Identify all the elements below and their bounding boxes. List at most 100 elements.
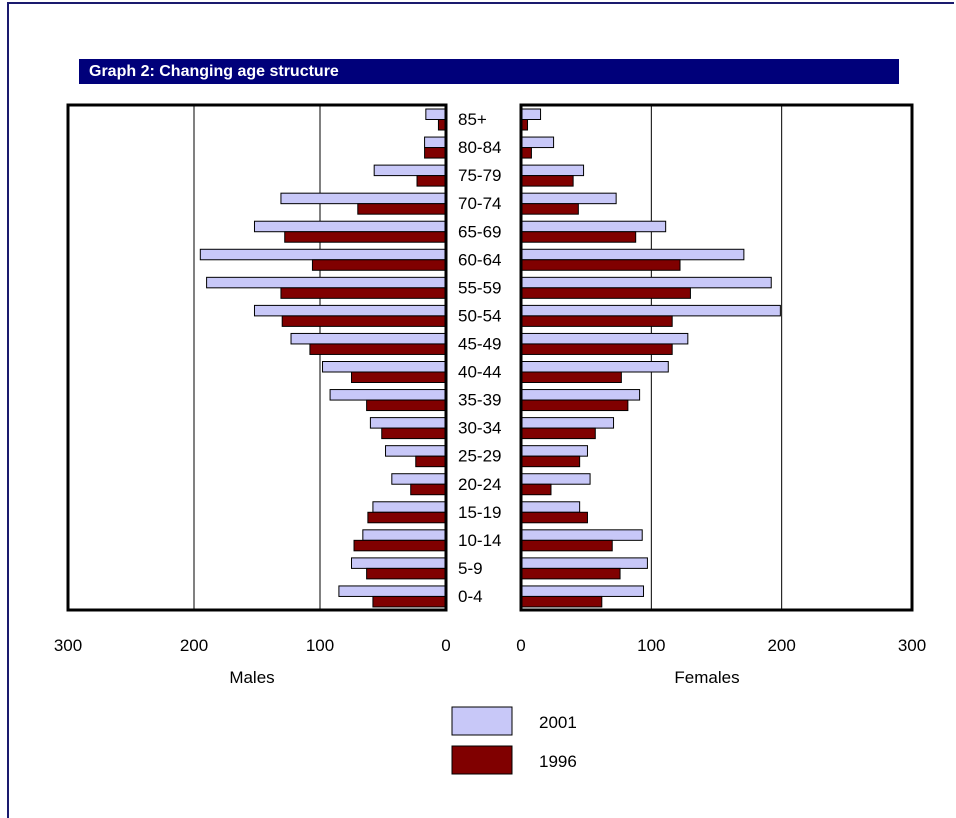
tick-females-300: 300 (898, 636, 926, 655)
bar-males-2001-10-14 (362, 529, 447, 541)
age-label-15-19: 15-19 (458, 503, 501, 522)
bar-females-2001-5-9 (520, 557, 648, 569)
bar-males-1996-45-49 (309, 343, 447, 355)
bar-females-1996-55-59 (520, 287, 691, 299)
bar-females-2001-50-54 (520, 304, 781, 317)
bar-females-1996-35-39 (520, 399, 629, 412)
bar-females-2001-0-4 (520, 585, 645, 597)
bar-males-1996-35-39 (366, 399, 447, 412)
age-label-20-24: 20-24 (458, 475, 501, 494)
tick-males-300: 300 (54, 636, 82, 655)
age-label-45-49: 45-49 (458, 334, 501, 353)
bar-females-1996-30-34 (520, 427, 596, 440)
chart-title: Graph 2: Changing age structure (79, 59, 899, 84)
bar-females-2001-40-44 (520, 361, 669, 373)
bar-males-1996-30-34 (381, 427, 447, 440)
tick-males-200: 200 (180, 636, 208, 655)
bars (199, 108, 781, 608)
bar-females-2001-70-74 (520, 192, 617, 205)
tick-females-200: 200 (767, 636, 795, 655)
age-label-50-54: 50-54 (458, 306, 501, 325)
bar-males-1996-0-4 (372, 595, 447, 608)
tick-males-100: 100 (306, 636, 334, 655)
males-gridlines (193, 105, 321, 610)
bar-males-2001-75-79 (373, 164, 447, 177)
age-label-55-59: 55-59 (458, 278, 501, 297)
age-label-5-9: 5-9 (458, 559, 483, 578)
bar-females-2001-45-49 (520, 332, 689, 345)
bar-females-2001-20-24 (520, 473, 591, 485)
bar-males-2001-50-54 (253, 304, 447, 317)
bar-females-1996-65-69 (520, 231, 637, 243)
age-label-25-29: 25-29 (458, 447, 501, 466)
legend: 2001 1996 (451, 706, 577, 775)
bar-females-2001-60-64 (520, 248, 745, 261)
bar-males-1996-75-79 (416, 175, 447, 187)
bar-males-2001-20-24 (391, 473, 447, 485)
legend-label-1996: 1996 (539, 752, 577, 771)
age-label-30-34: 30-34 (458, 419, 501, 438)
bar-females-1996-60-64 (520, 259, 681, 271)
age-label-70-74: 70-74 (458, 194, 501, 213)
bar-males-1996-55-59 (280, 287, 447, 299)
x-tick-labels: 300 200 100 0 0 100 200 300 (54, 636, 926, 655)
age-label-10-14: 10-14 (458, 531, 501, 550)
bar-males-2001-55-59 (206, 276, 447, 289)
males-plot-area (66, 103, 448, 612)
tick-females-100: 100 (637, 636, 665, 655)
age-label-35-39: 35-39 (458, 391, 501, 410)
bar-females-1996-10-14 (520, 539, 613, 552)
bar-males-1996-50-54 (281, 315, 447, 327)
bar-females-1996-80-84 (520, 147, 532, 159)
bar-females-2001-35-39 (520, 389, 641, 401)
females-gridlines (650, 105, 783, 610)
bar-males-2001-85plus (425, 108, 447, 120)
bar-males-1996-40-44 (351, 371, 447, 383)
bar-males-2001-0-4 (338, 585, 447, 597)
bar-males-2001-70-74 (280, 192, 447, 205)
bar-males-1996-15-19 (367, 511, 447, 524)
age-label-80-84: 80-84 (458, 138, 501, 157)
bar-females-2001-10-14 (520, 529, 643, 541)
age-label-75-79: 75-79 (458, 166, 501, 185)
bar-males-2001-5-9 (351, 557, 447, 569)
bar-males-2001-45-49 (290, 332, 447, 345)
bar-females-1996-75-79 (520, 175, 574, 187)
bar-males-2001-25-29 (385, 445, 447, 457)
bar-females-1996-40-44 (520, 371, 622, 383)
bar-females-2001-15-19 (520, 501, 581, 513)
bar-males-1996-5-9 (366, 567, 447, 580)
legend-swatch-1996 (451, 745, 513, 775)
bar-females-1996-15-19 (520, 511, 588, 524)
bar-females-1996-70-74 (520, 203, 579, 215)
age-label-40-44: 40-44 (458, 363, 501, 382)
females-plot-area (519, 103, 914, 612)
bar-males-1996-25-29 (415, 455, 447, 468)
bar-males-2001-80-84 (424, 136, 447, 149)
bar-males-2001-60-64 (199, 248, 447, 261)
bar-females-1996-50-54 (520, 315, 673, 327)
chart-frame (7, 2, 954, 818)
age-label-60-64: 60-64 (458, 250, 501, 269)
males-axis-label: Males (229, 668, 274, 687)
bar-females-1996-0-4 (520, 595, 603, 608)
bar-females-1996-45-49 (520, 343, 673, 355)
bar-females-1996-20-24 (520, 483, 552, 496)
bar-males-1996-60-64 (311, 259, 447, 271)
bar-females-2001-55-59 (520, 276, 772, 289)
bar-males-1996-20-24 (410, 483, 447, 496)
bar-males-2001-15-19 (372, 501, 447, 513)
age-group-labels: 85+ 80-84 75-79 70-74 65-69 60-64 55-59 50-54 45… (458, 110, 501, 606)
bar-females-2001-30-34 (520, 417, 615, 429)
bar-females-1996-25-29 (520, 455, 581, 468)
bar-females-2001-75-79 (520, 164, 585, 177)
bar-males-2001-30-34 (369, 417, 447, 429)
legend-label-2001: 2001 (539, 713, 577, 732)
age-label-0-4: 0-4 (458, 587, 483, 606)
bar-males-2001-65-69 (253, 220, 447, 233)
bar-males-1996-80-84 (424, 147, 447, 159)
bar-females-2001-65-69 (520, 220, 667, 233)
females-axis-label: Females (674, 668, 739, 687)
bar-females-2001-25-29 (520, 445, 588, 457)
